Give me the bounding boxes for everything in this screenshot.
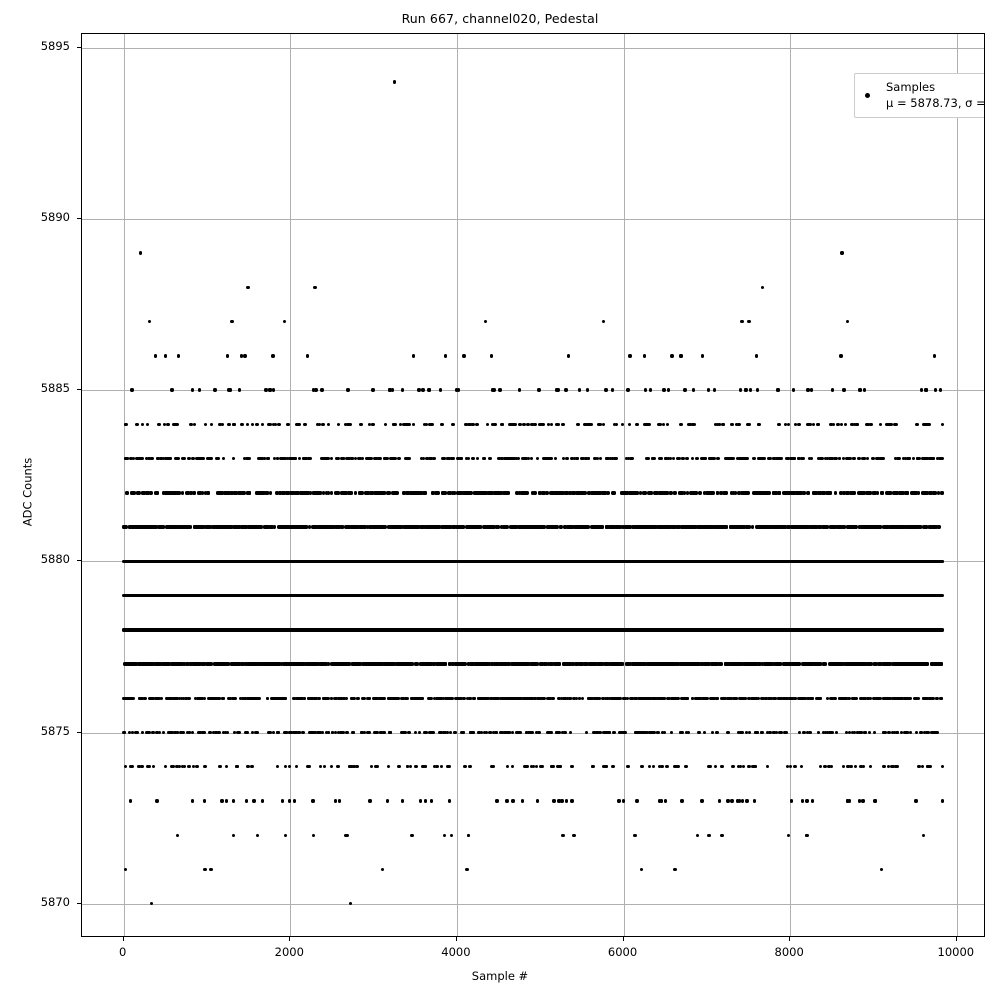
gridline-vertical <box>624 34 625 936</box>
grid-layer <box>82 34 984 936</box>
plot-area: Samples μ = 5878.73, σ = 2.29 <box>81 33 985 937</box>
scatter-plot-figure: Run 667, channel020, Pedestal Samples μ … <box>0 0 1000 1000</box>
gridline-vertical <box>290 34 291 936</box>
gridline-horizontal <box>82 48 984 49</box>
gridline-vertical <box>957 34 958 936</box>
chart-title: Run 667, channel020, Pedestal <box>0 11 1000 26</box>
gridline-horizontal <box>82 219 984 220</box>
gridline-horizontal <box>82 561 984 562</box>
gridline-vertical <box>790 34 791 936</box>
gridline-horizontal <box>82 390 984 391</box>
gridline-vertical <box>124 34 125 936</box>
gridline-horizontal <box>82 904 984 905</box>
gridline-horizontal <box>82 733 984 734</box>
gridline-vertical <box>457 34 458 936</box>
